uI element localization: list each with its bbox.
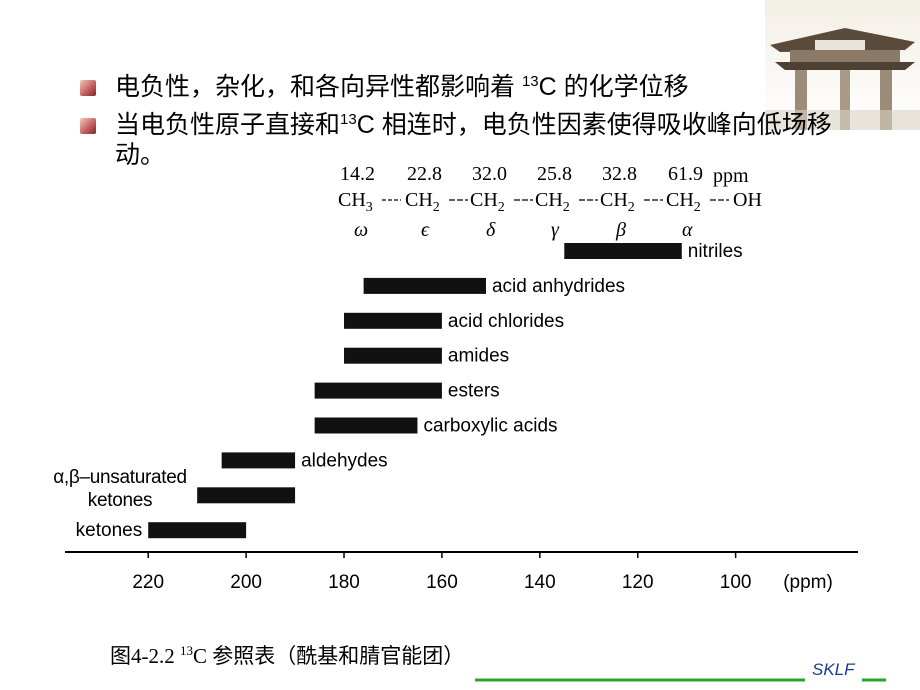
bullet-icon [80, 118, 96, 134]
superscript: 13 [180, 643, 193, 658]
chain-group: CH2 [600, 189, 635, 215]
text: C 的化学位移 [538, 73, 689, 101]
x-axis-unit: (ppm) [783, 572, 833, 593]
bullet-icon [80, 80, 96, 96]
x-tick-label: 140 [524, 572, 556, 593]
shift-value: 25.8 [537, 163, 572, 185]
range-bar [148, 522, 247, 539]
subscript: 3 [366, 200, 373, 215]
footer-logo: SKLF [812, 660, 856, 679]
x-tick-label: 160 [426, 572, 458, 593]
category-label: aldehydes [301, 450, 388, 471]
text: C 参照表（酰基和腈官能团） [193, 644, 465, 668]
range-bar [197, 487, 296, 504]
x-tick-label: 100 [720, 572, 752, 593]
atom: OH [733, 189, 762, 211]
category-label: carboxylic acids [423, 416, 557, 437]
x-tick-label: 220 [132, 572, 164, 593]
subscript: 2 [433, 200, 440, 215]
shift-value: 61.9 [668, 163, 703, 185]
range-bar [314, 382, 442, 399]
atom: CH [470, 189, 498, 211]
range-bar [363, 277, 486, 294]
chain-group: CH2 [470, 189, 505, 215]
range-bar [221, 452, 296, 469]
position-label: δ [486, 219, 496, 241]
atom: CH [405, 189, 433, 211]
range-bar [344, 312, 442, 329]
bullet-text: 当电负性原子直接和13C 相连时，电负性因素使得吸收峰向低场移动。 [115, 110, 845, 170]
text: 电负性，杂化，和各向异性都影响着 [115, 73, 522, 101]
shift-value: 14.2 [340, 163, 375, 185]
position-label: γ [551, 219, 560, 241]
gate-photo [765, 0, 920, 130]
subscript: 2 [694, 200, 701, 215]
category-label: amides [448, 346, 509, 367]
range-bar [344, 347, 442, 364]
category-label: nitriles [688, 241, 743, 262]
caption: 图4-2.2 13C 参照表（酰基和腈官能团） [110, 640, 464, 670]
chain-group: CH2 [405, 189, 440, 215]
text: C 相连时，电负性因素使得吸收峰向低场移动。 [115, 111, 832, 169]
text: 图4-2.2 [110, 644, 180, 668]
range-bar [564, 243, 682, 259]
subscript: 2 [498, 200, 505, 215]
subscript: 2 [563, 200, 570, 215]
chain-group: CH3 [338, 189, 373, 215]
x-tick-label: 180 [328, 572, 360, 593]
chain-group: CH2 [666, 189, 701, 215]
atom: CH [535, 189, 563, 211]
text: 当电负性原子直接和 [115, 111, 341, 139]
shift-value: 22.8 [407, 163, 442, 185]
subscript: 2 [628, 200, 635, 215]
bullet-text: 电负性，杂化，和各向异性都影响着 13C 的化学位移 [115, 72, 845, 102]
atom: CH [666, 189, 694, 211]
x-tick-label: 120 [622, 572, 654, 593]
superscript: 13 [521, 73, 539, 90]
category-label: esters [448, 381, 500, 402]
shift-value: 32.0 [472, 163, 507, 185]
category-label: acid chlorides [448, 311, 564, 332]
atom: CH [338, 189, 366, 211]
category-label: ketones [76, 520, 143, 541]
shift-value: 32.8 [602, 163, 637, 185]
position-label: β [615, 219, 626, 241]
category-label: acid anhydrides [492, 276, 625, 297]
chain-group: OH [733, 189, 762, 211]
x-tick-label: 200 [230, 572, 262, 593]
position-label: ϵ [421, 219, 430, 241]
superscript: 13 [340, 111, 357, 128]
atom: CH [600, 189, 628, 211]
category-label: α,β–unsaturated ketones [53, 467, 187, 511]
position-label: ω [354, 219, 368, 241]
shift-unit: ppm [713, 165, 749, 187]
chain-group: CH2 [535, 189, 570, 215]
position-label: α [682, 219, 693, 241]
range-bar [314, 417, 418, 434]
